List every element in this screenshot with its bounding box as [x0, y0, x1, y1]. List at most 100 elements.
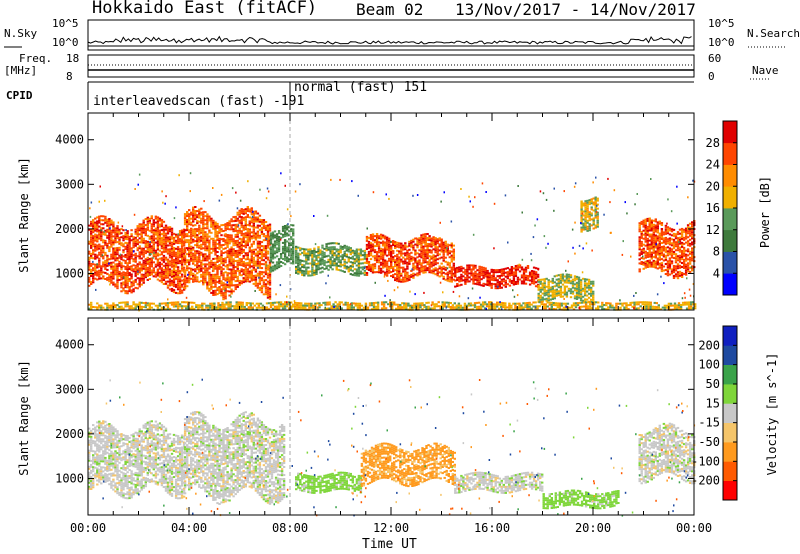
power-echo-cell: [666, 226, 670, 229]
power-echo-cell: [206, 285, 209, 288]
power-echo-cell: [106, 234, 109, 237]
power-echo-cell: [416, 266, 419, 269]
power-echo-cell: [436, 272, 439, 275]
power-echo-cell: [94, 249, 97, 252]
power-echo-cell: [252, 226, 255, 229]
power-echo-cell: [250, 225, 253, 228]
power-echo-cell: [325, 267, 328, 270]
power-echo-cell: [648, 233, 651, 236]
power-echo-cell: [242, 239, 245, 241]
power-echo-cell: [260, 227, 264, 229]
power-echo-cell: [242, 271, 245, 274]
power-echo-cell: [281, 303, 285, 306]
power-echo-cell: [160, 277, 164, 280]
power-echo-cell: [166, 248, 170, 251]
power-echo-cell: [379, 235, 383, 238]
power-echo-cell: [563, 289, 567, 292]
beam-label: Beam 02: [356, 0, 424, 19]
power-echo-cell: [222, 268, 225, 271]
power-echo-cell: [446, 275, 449, 278]
power-echo-cell: [110, 267, 113, 270]
power-echo-cell: [160, 263, 164, 266]
power-echo-cell: [128, 258, 131, 260]
power-echo-cell: [418, 241, 421, 244]
power-echo-cell: [408, 258, 411, 261]
power-echo-cell: [172, 269, 176, 271]
power-echo-cell: [412, 244, 415, 247]
power-echo-cell: [330, 307, 333, 310]
power-echo-cell: [422, 267, 425, 270]
power-echo-cell: [174, 233, 178, 236]
power-echo-cell: [379, 249, 383, 252]
power-echo-cell: [676, 247, 680, 250]
power-echo-cell: [642, 247, 645, 250]
power-echo-cell: [295, 271, 298, 274]
power-echo-cell: [204, 257, 207, 260]
power-echo-cell: [236, 239, 239, 242]
power-echo-cell: [480, 268, 483, 271]
power-echo-cell: [557, 294, 560, 297]
power-echo-cell: [379, 261, 383, 264]
power-echo-cell: [126, 280, 129, 283]
power-echo-cell: [424, 245, 427, 248]
power-echo-cell: [549, 280, 552, 283]
power-echo-cell: [346, 307, 349, 310]
power-echo-cell: [158, 271, 162, 274]
power-echo-cell: [242, 249, 245, 251]
power-echo-cell: [180, 259, 184, 262]
power-echo-cell: [154, 255, 158, 258]
power-echo-cell: [100, 304, 103, 307]
power-echo-cell: [308, 304, 311, 307]
freq-unit-label: [MHz]: [4, 64, 38, 77]
power-echo-cell: [432, 270, 435, 273]
power-echo-cell: [236, 233, 239, 236]
power-echo-cell: [271, 261, 275, 264]
power-echo-cell: [580, 220, 583, 223]
power-echo-cell: [152, 231, 155, 234]
power-echo-cell: [122, 301, 125, 304]
power-echo-cell: [212, 221, 215, 224]
power-echo-cell: [323, 262, 326, 264]
power-echo-cell: [120, 258, 123, 261]
power-echo-cell: [160, 251, 164, 254]
power-echo-cell: [377, 241, 381, 244]
power-echo-cell: [204, 215, 207, 218]
power-echo-cell: [585, 286, 589, 289]
power-echo-cell: [250, 221, 253, 224]
power-echo-cell: [408, 244, 411, 247]
power-echo-cell: [664, 269, 668, 271]
power-echo-cell: [136, 239, 139, 242]
power-echo-cell: [446, 273, 449, 276]
power-echo-cell: [588, 217, 591, 220]
power-echo-cell: [241, 305, 244, 308]
power-echo-cell: [534, 281, 538, 284]
power-echo-cell: [249, 302, 252, 305]
power-echo-cell: [150, 239, 153, 242]
power-echo-cell: [652, 223, 655, 226]
power-echo-cell: [190, 251, 193, 254]
power-echo-cell: [478, 277, 481, 280]
power-echo-cell: [228, 248, 231, 251]
power-echo-cell: [152, 253, 155, 256]
power-echo-cell: [691, 233, 694, 236]
power-echo-cell: [214, 239, 217, 242]
power-echo-cell: [238, 249, 241, 252]
power-echo-cell: [311, 252, 314, 255]
power-echo-cell: [432, 236, 435, 239]
power-echo-cell: [246, 232, 249, 235]
power-echo-cell: [314, 304, 317, 307]
power-echo-cell: [353, 260, 356, 263]
power-echo-cell: [321, 260, 324, 263]
power-echo-cell: [684, 269, 688, 272]
power-echo-cell: [252, 216, 255, 219]
power-echo-cell: [128, 307, 131, 310]
power-echo-cell: [569, 288, 573, 291]
power-echo-cell: [684, 227, 688, 230]
power-echo-cell: [686, 242, 690, 245]
power-echo-cell: [240, 232, 243, 235]
power-echo-cell: [452, 244, 455, 247]
power-echo-cell: [656, 249, 659, 252]
power-echo-cell: [210, 261, 213, 264]
power-echo-cell: [146, 234, 149, 237]
power-echo-cell: [269, 260, 273, 263]
